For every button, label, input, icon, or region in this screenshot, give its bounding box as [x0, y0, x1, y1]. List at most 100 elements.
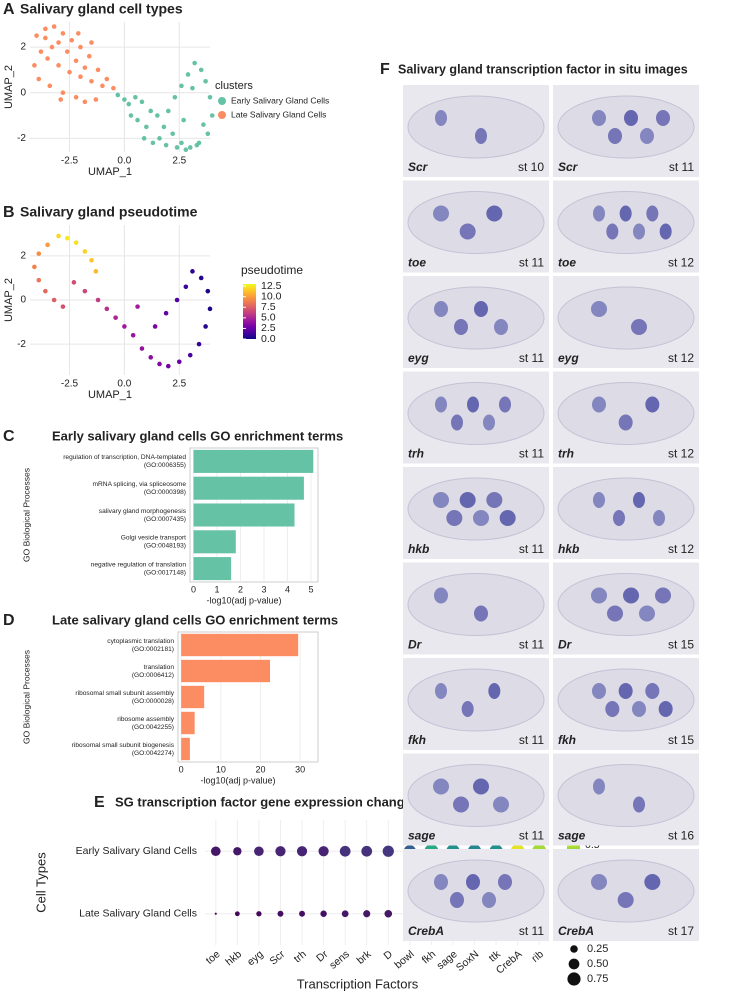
in-situ-image: CrebA st 17 — [553, 849, 699, 941]
point — [45, 56, 50, 61]
stain — [658, 701, 673, 717]
point — [165, 108, 171, 114]
embryo — [557, 573, 695, 636]
panel-letter: F — [380, 61, 390, 78]
dot — [275, 846, 286, 857]
gene-label: eyg — [558, 351, 579, 365]
y-tick-label: (GO:0006412) — [132, 672, 174, 679]
embryo — [557, 764, 695, 827]
point — [49, 44, 55, 50]
point — [155, 113, 160, 118]
y-axis-label: UMAP_2 — [3, 65, 15, 109]
in-situ-image: sage st 11 — [403, 753, 549, 846]
stain — [474, 301, 488, 317]
x-tick-label: 5 — [308, 584, 313, 594]
stage-label: st 15 — [668, 638, 694, 652]
point — [135, 117, 140, 123]
gene-label: hkb — [558, 542, 579, 556]
stain — [607, 605, 623, 622]
dot — [384, 909, 393, 918]
panel-letter: E — [94, 794, 105, 811]
point — [69, 37, 75, 43]
point — [65, 49, 70, 54]
point — [139, 99, 145, 105]
chart-title: Salivary gland pseudotime — [20, 204, 198, 220]
dot — [214, 912, 217, 915]
point — [179, 83, 184, 89]
y-tick-label: ribosomal small subunit biogenesis — [72, 742, 175, 749]
stain — [488, 683, 501, 699]
stain — [474, 605, 488, 622]
y-tick-label: 2 — [20, 251, 26, 262]
point — [34, 33, 39, 38]
x-tick-label: eyg — [245, 948, 266, 968]
point — [122, 97, 127, 102]
chart-title: Salivary gland cell types — [20, 1, 183, 17]
bar — [193, 503, 295, 527]
x-tick-label: hkb — [223, 948, 244, 968]
stain — [473, 510, 489, 526]
stain — [446, 510, 463, 526]
dot — [361, 845, 373, 857]
in-situ-image: hkb st 12 — [553, 467, 699, 559]
stain — [592, 396, 606, 413]
stain — [624, 110, 638, 126]
y-tick-label: (GO:0006355) — [144, 462, 186, 469]
point — [163, 310, 169, 316]
stain — [633, 796, 645, 813]
point — [47, 83, 53, 89]
point — [82, 99, 88, 105]
y-tick-label: -2 — [17, 133, 26, 144]
point — [192, 60, 197, 66]
stain — [434, 874, 448, 890]
x-tick-label: 2.5 — [172, 156, 186, 167]
stain — [618, 683, 633, 699]
stain — [499, 396, 511, 413]
gene-label: Dr — [558, 638, 573, 652]
stage-label: st 12 — [668, 447, 694, 461]
point — [170, 131, 175, 137]
embryo — [557, 95, 695, 159]
dot — [382, 845, 394, 857]
gene-label: toe — [558, 256, 576, 270]
y-tick-label: regulation of transcription, DNA-templat… — [63, 454, 186, 461]
stage-label: st 12 — [668, 542, 694, 556]
stain — [435, 683, 447, 699]
point — [73, 58, 79, 64]
x-tick-label: 1 — [215, 584, 220, 594]
gene-label: CrebA — [558, 924, 594, 938]
embryo — [407, 764, 545, 827]
point — [45, 242, 50, 248]
point — [93, 97, 99, 102]
point — [58, 97, 64, 102]
bar — [181, 659, 271, 683]
in-situ-image: toe st 11 — [403, 180, 549, 273]
x-tick-label: 30 — [295, 764, 305, 774]
colorbar-tick-label: 7.5 — [261, 301, 276, 313]
point — [32, 63, 37, 68]
stain — [466, 874, 480, 890]
point — [60, 90, 66, 96]
point — [78, 44, 83, 50]
dot — [363, 910, 371, 918]
in-situ-image: toe st 12 — [553, 180, 699, 273]
point — [139, 346, 145, 351]
y-tick-label: Golgi vesicle transport — [121, 535, 186, 542]
point — [89, 40, 94, 45]
point — [174, 145, 180, 150]
point — [71, 280, 77, 285]
point — [198, 275, 204, 281]
legend-label: Early Salivary Gland Cells — [231, 95, 329, 105]
gene-label: fkh — [558, 733, 576, 747]
in-situ-image: fkh st 15 — [553, 658, 699, 750]
size-legend-swatch — [568, 958, 580, 970]
x-tick-label: 0 — [191, 584, 196, 594]
stage-label: st 11 — [519, 733, 544, 747]
stain — [646, 205, 659, 222]
point — [93, 269, 99, 274]
stain — [632, 701, 646, 717]
stain — [608, 128, 622, 144]
stain — [633, 492, 645, 508]
in-situ-image: Dr st 15 — [553, 562, 699, 655]
